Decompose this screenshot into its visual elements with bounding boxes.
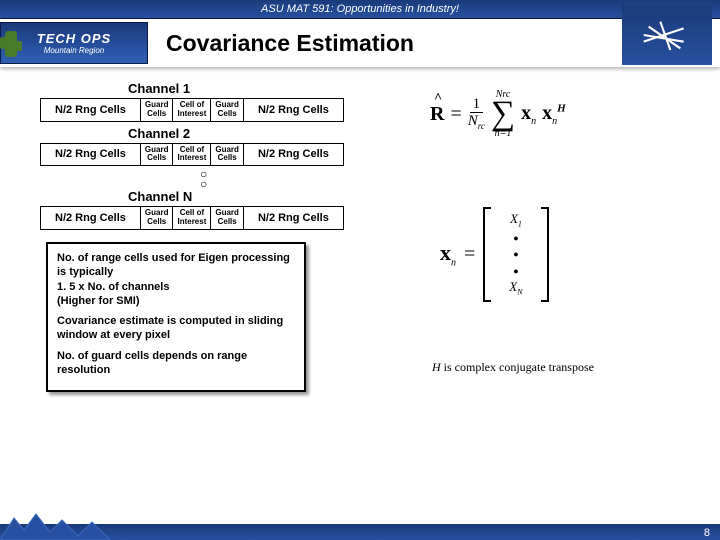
cactus-icon <box>5 31 17 57</box>
cell-of-interest: Cell ofInterest <box>173 207 211 230</box>
note-2: Covariance estimate is computed in slidi… <box>57 314 295 343</box>
header-banner: ASU MAT 591: Opportunities in Industry! <box>0 0 720 19</box>
x-vector: xn <box>521 102 536 127</box>
equals: = <box>450 103 461 126</box>
cell-of-interest: Cell ofInterest <box>173 99 211 122</box>
cell-guard-left: GuardCells <box>140 99 173 122</box>
cell-rng-left: N/2 Rng Cells <box>41 207 141 230</box>
x-vector-h: xnH <box>542 102 566 127</box>
cell-of-interest: Cell ofInterest <box>173 143 211 166</box>
sigma-lower: n=1 <box>495 128 512 139</box>
banner-text: ASU MAT 591: Opportunities in Industry! <box>261 3 459 15</box>
cell-rng-left: N/2 Rng Cells <box>41 143 141 166</box>
cell-guard-right: GuardCells <box>211 207 244 230</box>
vector-definition: xn = X1 ● ● ● XN <box>440 207 549 302</box>
cell-guard-left: GuardCells <box>140 143 173 166</box>
page-number: 8 <box>704 527 710 539</box>
slide-title: Covariance Estimation <box>166 30 414 57</box>
company-star-logo <box>622 5 712 65</box>
numerator: 1 <box>470 97 484 113</box>
r-hat: R <box>430 103 444 126</box>
footnote-text: is complex conjugate transpose <box>441 360 594 374</box>
channel-2-block: Channel 2 N/2 Rng Cells GuardCells Cell … <box>20 126 700 167</box>
title-bar: TECH OPS Mountain Region Covariance Esti… <box>0 19 720 67</box>
xn-symbol: xn <box>440 240 456 268</box>
vector-contents: X1 ● ● ● XN <box>499 207 532 302</box>
logo-box: TECH OPS Mountain Region <box>0 22 148 64</box>
channel-n-block: Channel N N/2 Rng Cells GuardCells Cell … <box>20 189 700 230</box>
cell-rng-right: N/2 Rng Cells <box>243 143 343 166</box>
fraction: 1 Nrc <box>468 97 485 131</box>
ellipsis-dots: ○○ <box>200 170 700 189</box>
right-bracket <box>541 207 549 302</box>
vdot: ● <box>513 246 518 262</box>
sigma-icon: ∑ <box>491 95 515 132</box>
left-bracket <box>483 207 491 302</box>
star-icon <box>642 15 692 55</box>
logo-main: TECH OPS <box>37 31 111 46</box>
cell-rng-left: N/2 Rng Cells <box>41 99 141 122</box>
cell-guard-right: GuardCells <box>211 143 244 166</box>
footer-bar: 8 <box>0 524 720 540</box>
vdot: ● <box>513 263 518 279</box>
vdot: ● <box>513 230 518 246</box>
note-3: No. of guard cells depends on range reso… <box>57 349 295 378</box>
channel-2-cells: N/2 Rng Cells GuardCells Cell ofInterest… <box>40 143 344 167</box>
footnote: H is complex conjugate transpose <box>432 360 594 375</box>
equals: = <box>464 243 475 266</box>
cell-rng-right: N/2 Rng Cells <box>243 99 343 122</box>
channel-1-cells: N/2 Rng Cells GuardCells Cell ofInterest… <box>40 98 344 122</box>
cell-rng-right: N/2 Rng Cells <box>243 207 343 230</box>
vec-elt-1: X1 <box>510 211 522 230</box>
summation: Nrc ∑ n=1 <box>491 97 515 131</box>
channel-1-label: Channel 1 <box>128 81 700 96</box>
notes-box: No. of range cells used for Eigen proces… <box>46 242 306 392</box>
vec-elt-n: XN <box>509 279 522 298</box>
logo-sub: Mountain Region <box>44 46 104 55</box>
covariance-formula: R = 1 Nrc Nrc ∑ n=1 xn xnH <box>430 97 700 131</box>
denominator: Nrc <box>468 113 485 131</box>
cell-guard-right: GuardCells <box>211 99 244 122</box>
note-1: No. of range cells used for Eigen proces… <box>57 251 295 308</box>
cell-guard-left: GuardCells <box>140 207 173 230</box>
mountain-icon <box>0 512 160 540</box>
channel-n-label: Channel N <box>128 189 700 204</box>
content-area: Channel 1 N/2 Rng Cells GuardCells Cell … <box>0 67 720 392</box>
footnote-h: H <box>432 360 441 374</box>
sigma-upper: Nrc <box>496 89 511 100</box>
channel-n-cells: N/2 Rng Cells GuardCells Cell ofInterest… <box>40 206 344 230</box>
